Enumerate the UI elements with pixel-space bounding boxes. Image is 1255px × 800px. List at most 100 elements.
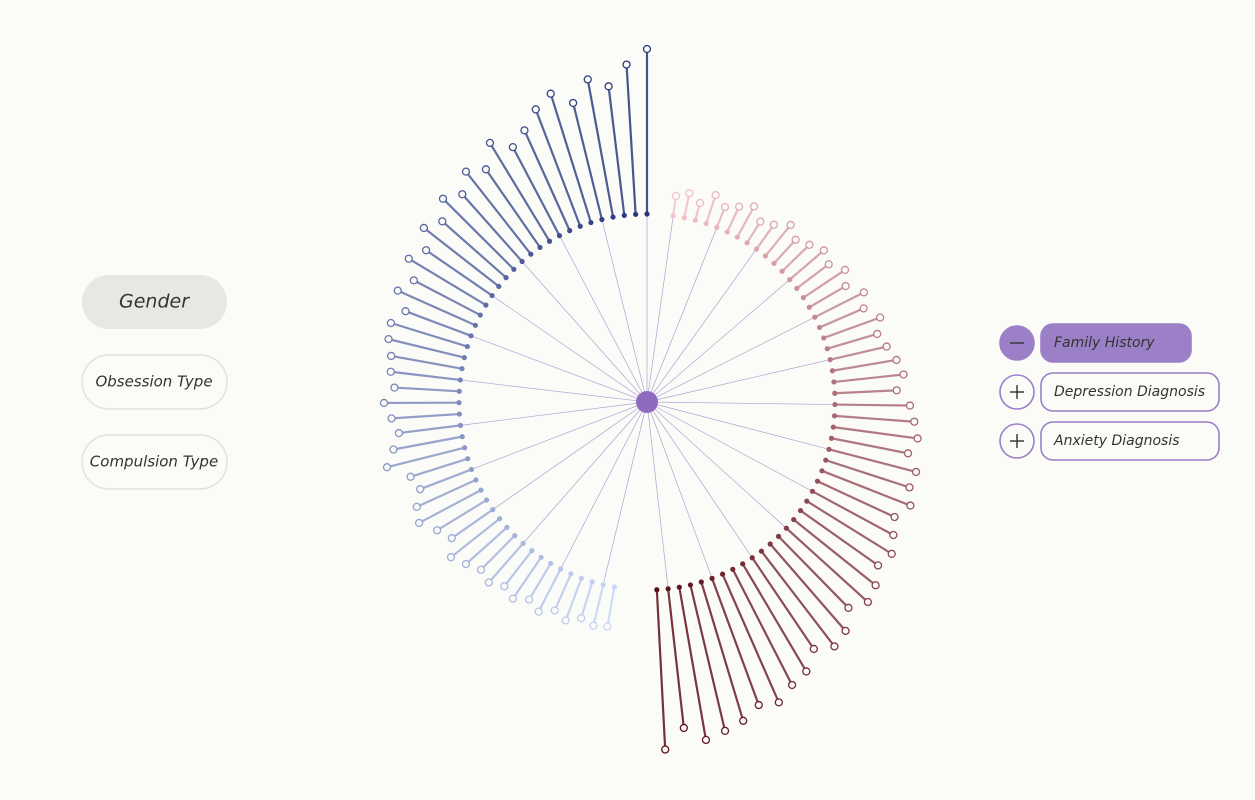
stem bbox=[834, 414, 915, 423]
stem bbox=[831, 437, 909, 455]
stem-head bbox=[386, 318, 396, 328]
stem bbox=[390, 370, 461, 382]
stem-head bbox=[720, 202, 730, 212]
stem bbox=[549, 93, 592, 223]
stem-head bbox=[805, 240, 814, 249]
base-dot bbox=[456, 388, 462, 394]
stem-head bbox=[476, 565, 486, 574]
stem-head bbox=[774, 698, 783, 707]
base-dot bbox=[511, 266, 517, 272]
stem bbox=[511, 146, 561, 237]
base-dot bbox=[787, 277, 793, 283]
stem-head bbox=[671, 191, 681, 201]
stem bbox=[711, 578, 760, 706]
base-dot bbox=[538, 554, 544, 560]
stem bbox=[391, 412, 460, 420]
filter-button[interactable] bbox=[81, 354, 228, 410]
stem bbox=[832, 358, 897, 372]
stem bbox=[625, 64, 637, 215]
right-panel: Family History Depression Diagnosis Anxiet… bbox=[999, 323, 1220, 461]
toggle-label[interactable]: Family History bbox=[1054, 335, 1155, 351]
stem bbox=[607, 86, 626, 216]
filter-button-label[interactable]: Obsession Type bbox=[95, 373, 212, 391]
stem bbox=[394, 386, 460, 393]
stem-head bbox=[899, 370, 908, 379]
base-dot bbox=[512, 533, 518, 539]
stem-head bbox=[414, 518, 424, 528]
filter-button-label[interactable]: Compulsion Type bbox=[90, 453, 218, 471]
stem bbox=[825, 459, 910, 489]
hub-link bbox=[646, 227, 718, 403]
stem-head bbox=[484, 578, 493, 587]
hub bbox=[636, 391, 658, 413]
stem bbox=[806, 500, 893, 555]
stem-head bbox=[905, 401, 915, 410]
stem-head bbox=[871, 581, 880, 590]
base-dot bbox=[698, 579, 704, 585]
stem bbox=[534, 109, 582, 227]
base-dot bbox=[465, 456, 471, 462]
hub-link bbox=[601, 219, 648, 403]
stem-head bbox=[882, 342, 891, 351]
base-dot bbox=[599, 216, 605, 223]
stem-head bbox=[384, 334, 393, 344]
hub-link bbox=[646, 215, 674, 403]
base-dot bbox=[681, 215, 687, 221]
base-dot bbox=[459, 434, 465, 440]
base-dot bbox=[483, 497, 490, 503]
toggle-pill[interactable] bbox=[1040, 421, 1220, 461]
toggle-label[interactable]: Anxiety Diagnosis bbox=[1053, 433, 1180, 449]
stem bbox=[819, 307, 865, 329]
stem-head bbox=[438, 217, 447, 226]
base-dot bbox=[462, 445, 468, 451]
toggle-label[interactable]: Depression Diagnosis bbox=[1054, 384, 1205, 400]
stem bbox=[528, 562, 552, 601]
base-dot bbox=[528, 251, 534, 257]
stem-head bbox=[432, 526, 442, 535]
stem-head bbox=[446, 553, 456, 562]
stem-head bbox=[890, 512, 899, 522]
stem-head bbox=[386, 367, 395, 376]
toggle-pill[interactable] bbox=[1040, 372, 1220, 412]
base-dot bbox=[826, 446, 832, 452]
stem bbox=[537, 568, 562, 613]
filter-button[interactable] bbox=[82, 275, 227, 329]
filter-button-label[interactable]: Gender bbox=[119, 291, 190, 313]
stem-head bbox=[561, 616, 570, 625]
stem-head bbox=[485, 138, 495, 148]
filter-button[interactable] bbox=[81, 434, 228, 490]
stem-head bbox=[754, 700, 763, 710]
stem-head bbox=[508, 142, 518, 152]
base-dot bbox=[762, 253, 769, 259]
stem bbox=[834, 389, 897, 395]
base-dot bbox=[724, 229, 730, 235]
stem bbox=[442, 197, 515, 271]
stem bbox=[423, 227, 500, 288]
stem-head bbox=[809, 644, 818, 654]
stem bbox=[781, 244, 811, 273]
stem-head bbox=[841, 626, 850, 636]
base-dot bbox=[753, 246, 760, 252]
stem bbox=[416, 478, 477, 508]
stem-head bbox=[876, 313, 885, 322]
base-dot bbox=[665, 586, 671, 592]
stem-head bbox=[382, 463, 392, 472]
stem bbox=[655, 589, 667, 750]
toggle-pill[interactable] bbox=[1040, 323, 1192, 363]
base-dot bbox=[644, 211, 650, 217]
base-dot bbox=[490, 506, 496, 513]
base-dot bbox=[816, 324, 823, 331]
hub-link bbox=[646, 401, 787, 529]
stem bbox=[390, 321, 468, 348]
stem-head bbox=[844, 603, 853, 612]
stem-head bbox=[905, 483, 914, 492]
base-dot bbox=[730, 566, 736, 572]
base-dot bbox=[611, 584, 617, 590]
stem-head bbox=[873, 329, 882, 339]
stem bbox=[796, 263, 830, 290]
base-dot bbox=[819, 468, 825, 474]
base-dot bbox=[676, 584, 682, 590]
base-dot bbox=[472, 322, 478, 328]
stem bbox=[436, 499, 488, 532]
stem bbox=[388, 338, 465, 359]
